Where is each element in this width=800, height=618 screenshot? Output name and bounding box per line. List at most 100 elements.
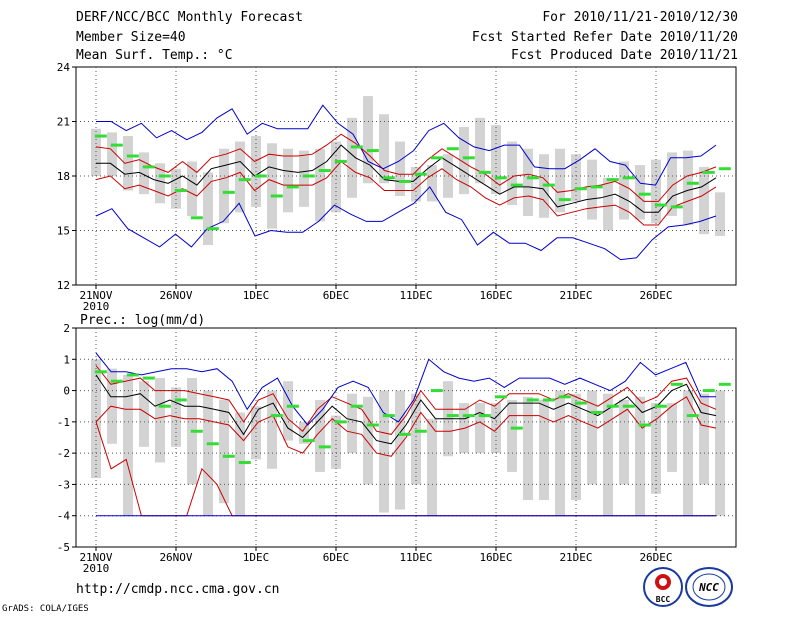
spread-box [667,403,677,472]
observation-mark [398,179,411,183]
spread-box [683,150,693,226]
spread-box [299,421,309,444]
spread-box [91,128,101,176]
spread-box [667,152,677,216]
spread-box [331,141,341,213]
observation-mark [606,404,619,408]
observation-mark [430,389,443,393]
spread-box [539,399,549,501]
observation-mark [302,439,315,443]
x-tick-label: 1DEC [243,289,270,302]
y-tick-label: 21 [57,116,70,129]
observation-mark [94,370,107,374]
y-tick-label: 24 [57,61,71,74]
observation-mark [526,176,539,180]
observation-mark [238,461,251,465]
observation-mark [110,143,123,147]
spread-box [91,359,101,479]
header-member-size: Member Size=40 [76,30,186,45]
bcc-logo: BCC [643,567,683,607]
ncc-logo-text: NCC [698,581,719,594]
spread-box [699,393,709,485]
observation-mark [318,169,331,173]
x-tick-label: 26DEC [639,289,672,302]
observation-mark [638,192,651,196]
spread-box [235,141,245,213]
observation-mark [510,183,523,187]
spread-box [715,192,725,236]
spread-box [507,399,517,472]
spread-box [123,374,133,516]
observation-mark [686,414,699,418]
observation-mark [622,176,635,180]
observation-mark [654,404,667,408]
y-tick-label: 18 [57,170,70,183]
observation-mark [126,373,139,377]
spread-box [203,172,213,246]
observation-mark [126,154,139,158]
series-min [95,186,717,261]
spread-box [571,393,581,501]
observation-mark [558,198,571,202]
spread-box [315,399,325,472]
spread-box [379,114,389,184]
observation-mark [366,423,379,427]
spread-box [235,412,245,516]
x-tick-label: 11DEC [399,289,432,302]
observation-mark [270,414,283,418]
plot-frame [75,327,737,548]
observation-mark [718,167,731,171]
header-produced-date: Fcst Produced Date 2010/11/21 [511,48,738,63]
spread-box [475,117,485,184]
x-tick-label: 1DEC [243,551,270,564]
spread-box [427,418,437,516]
observation-mark [638,423,651,427]
y-tick-label: 2 [63,322,70,335]
spread-box [523,148,533,216]
spread-box [427,165,437,202]
spread-box [139,381,149,447]
series-lower [95,396,717,457]
spread-box [587,390,597,485]
observation-mark [622,404,635,408]
observation-mark [222,454,235,458]
observation-mark [254,174,267,178]
observation-mark [190,216,203,220]
observation-mark [270,194,283,198]
spread-box [699,166,709,235]
x-tick-label: 16DEC [479,289,512,302]
observation-mark [174,398,187,402]
observation-mark [574,401,587,405]
observation-mark [542,398,555,402]
spread-box [331,415,341,469]
observation-mark [558,395,571,399]
series-upper [95,365,717,435]
observation-mark [286,404,299,408]
spread-box [347,393,357,454]
observation-mark [174,189,187,193]
spread-box [603,177,613,231]
x-year-label: 2010 [83,562,110,575]
observation-mark [654,203,667,207]
spread-box [411,166,421,202]
spread-box [523,396,533,501]
observation-mark [366,149,379,153]
observation-mark [414,429,427,433]
observation-mark [702,170,715,174]
observation-mark [350,404,363,408]
spread-box [363,96,373,184]
grads-credit: GrADS: COLA/IGES [2,604,89,614]
observation-mark [542,183,555,187]
observation-mark [206,227,219,231]
ncc-logo: NCC [685,567,733,607]
observation-mark [414,172,427,176]
x-year-label: 2010 [83,300,110,313]
x-tick-label: 16DEC [479,551,512,564]
x-tick-label: 11DEC [399,551,432,564]
observation-mark [686,181,699,185]
observation-mark [142,165,155,169]
footer-url: http://cmdp.ncc.cma.gov.cn [76,582,280,597]
series-lower [95,160,717,226]
